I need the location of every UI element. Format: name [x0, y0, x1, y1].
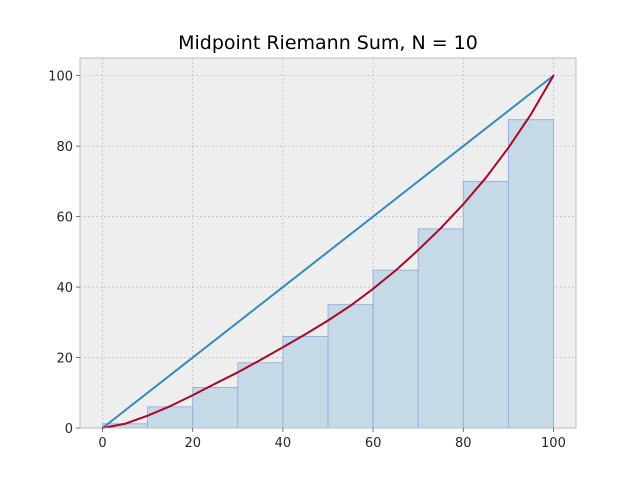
- riemann-bar: [462, 180, 509, 429]
- y-tick-label: 100: [48, 70, 73, 85]
- x-tick-label: 20: [184, 436, 201, 451]
- riemann-bar: [282, 335, 329, 429]
- x-tick-label: 40: [275, 436, 292, 451]
- x-tick-label: 0: [98, 436, 106, 451]
- y-axis: 0 20 40 60 80 100: [48, 70, 80, 437]
- x-tick-label: 100: [541, 436, 566, 451]
- axes-frame: [79, 57, 577, 429]
- chart-title: Midpoint Riemann Sum, N = 10: [178, 32, 478, 54]
- riemann-bars: [102, 119, 554, 429]
- riemann-bar: [192, 387, 239, 429]
- y-tick-label: 60: [56, 211, 73, 226]
- x-axis: 0 20 40 60 80 100: [98, 428, 566, 451]
- curve-series-line: [101, 74, 555, 429]
- riemann-bar: [417, 228, 464, 429]
- riemann-bar: [372, 269, 419, 429]
- riemann-bar: [237, 362, 284, 429]
- x-tick-label: 60: [365, 436, 382, 451]
- y-tick-label: 40: [56, 281, 73, 296]
- y-tick-label: 0: [65, 422, 73, 437]
- riemann-bar: [147, 406, 194, 429]
- series-lines: [101, 74, 555, 429]
- linear-series-line: [101, 74, 555, 429]
- y-tick-label: 20: [56, 352, 73, 367]
- x-tick-label: 80: [455, 436, 472, 451]
- riemann-bar: [327, 304, 374, 429]
- y-tick-label: 80: [56, 140, 73, 155]
- riemann-bar: [507, 119, 554, 429]
